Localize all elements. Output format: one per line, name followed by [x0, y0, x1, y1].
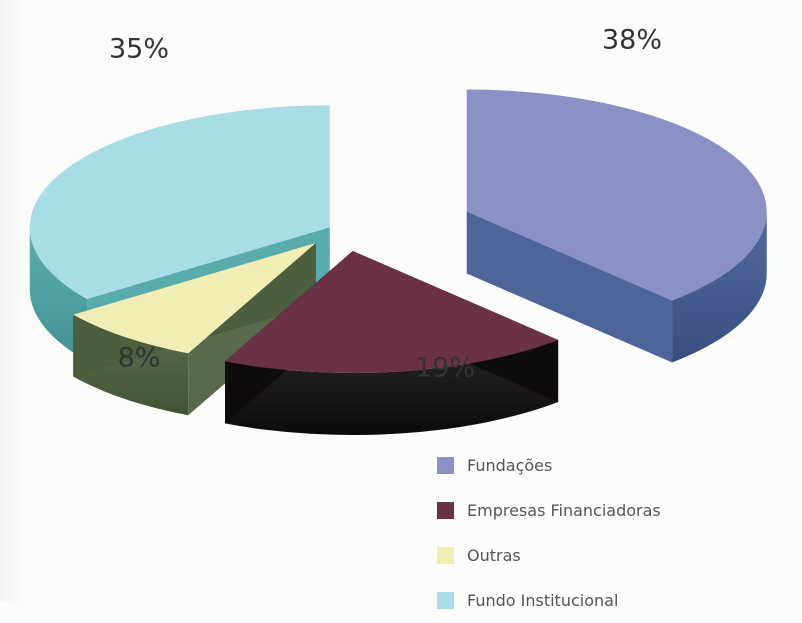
pie-label-empresas-financiadoras: 19% — [415, 353, 475, 384]
legend-label-fundacoes: Fundações — [467, 456, 553, 475]
pie-label-fundacoes: 38% — [602, 25, 662, 56]
pie-slice-top-fundo-institucional — [29, 105, 330, 299]
pie-slice-outras — [73, 242, 316, 416]
pie-slice-side-shade-fundo-institucional — [29, 227, 88, 361]
chart-legend: Fundações Empresas Financiadoras Outras … — [437, 443, 777, 623]
pie-slice-top-fundacoes — [466, 89, 767, 301]
pie-slice-empresas-financiadoras — [225, 251, 559, 436]
legend-item-empresas-financiadoras: Empresas Financiadoras — [437, 488, 777, 533]
pie-label-outras: 8% — [118, 343, 161, 374]
legend-label-fundo-institucional: Fundo Institucional — [467, 591, 619, 610]
chart-page: 38% 19% 8% 35% Fundações Empresas Financiad… — [0, 0, 802, 610]
legend-label-empresas-financiadoras: Empresas Financiadoras — [467, 501, 661, 520]
pie-label-fundo-institucional: 35% — [109, 34, 169, 65]
legend-label-outras: Outras — [467, 546, 521, 565]
legend-swatch-fundo-institucional — [437, 592, 454, 609]
pie-slice-fundacoes — [466, 89, 767, 363]
legend-item-fundo-institucional: Fundo Institucional — [437, 578, 777, 623]
legend-item-fundacoes: Fundações — [437, 443, 777, 488]
pie-slice-side-shade-fundacoes — [672, 211, 767, 363]
legend-swatch-outras — [437, 547, 454, 564]
pie-slice-face-fundacoes-1 — [466, 211, 673, 363]
pie-chart: 38% 19% 8% 35% — [29, 25, 767, 436]
legend-swatch-fundacoes — [437, 457, 454, 474]
pie-slice-top-empresas-financiadoras — [225, 251, 559, 374]
pie-slice-top-outras — [73, 242, 316, 354]
legend-item-outras: Outras — [437, 533, 777, 578]
legend-swatch-empresas-financiadoras — [437, 502, 454, 519]
